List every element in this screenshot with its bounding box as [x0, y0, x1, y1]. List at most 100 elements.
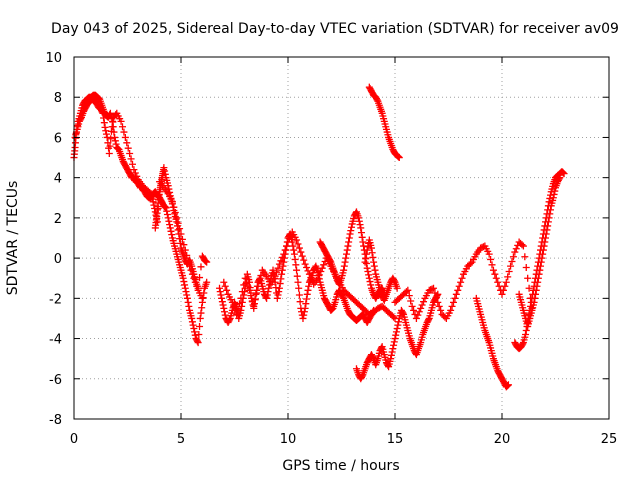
data-point — [363, 264, 371, 272]
data-point — [189, 321, 197, 329]
data-point — [107, 127, 115, 135]
data-point — [301, 304, 309, 312]
data-point — [278, 270, 286, 278]
data-point — [245, 286, 253, 294]
data-point — [543, 226, 551, 234]
data-point — [551, 187, 559, 195]
data-point — [434, 298, 442, 306]
data-point — [195, 331, 203, 339]
data-point — [507, 262, 515, 270]
data-point — [181, 281, 189, 289]
data-point — [393, 325, 401, 332]
data-point — [519, 340, 527, 348]
data-point — [190, 325, 198, 332]
data-point — [492, 274, 500, 282]
data-point — [395, 153, 403, 161]
data-point — [102, 130, 110, 138]
data-point — [367, 281, 375, 289]
axis-ticks — [73, 56, 610, 420]
data-point — [183, 294, 191, 302]
data-point — [249, 301, 257, 309]
data-point — [449, 298, 457, 306]
data-point — [161, 167, 169, 175]
data-point — [303, 295, 311, 303]
data-point — [399, 309, 407, 317]
data-point — [504, 381, 512, 389]
data-point — [182, 288, 190, 296]
data-point — [133, 172, 141, 180]
data-point — [533, 282, 541, 290]
data-point — [394, 321, 402, 329]
data-point — [223, 286, 231, 294]
data-point — [532, 286, 540, 294]
data-point — [344, 242, 352, 250]
data-point — [126, 150, 134, 158]
data-point — [455, 282, 463, 290]
data-point — [437, 306, 445, 314]
data-point — [175, 230, 183, 238]
data-point — [448, 302, 456, 310]
data-point — [237, 294, 245, 302]
data-point — [230, 302, 238, 310]
data-point — [457, 278, 465, 286]
data-point — [295, 291, 303, 299]
data-point — [165, 217, 173, 225]
data-point — [539, 250, 547, 258]
data-point — [221, 308, 229, 316]
data-point — [161, 203, 169, 211]
data-point — [161, 202, 169, 210]
data-point — [111, 137, 119, 145]
data-point — [119, 123, 127, 131]
data-point — [203, 278, 211, 286]
chart-title: Day 043 of 2025, Sidereal Day-to-day VTE… — [51, 21, 619, 37]
data-point — [547, 206, 555, 214]
data-point — [504, 381, 512, 389]
data-point — [502, 278, 510, 286]
data-point — [491, 270, 499, 278]
data-point — [77, 115, 85, 123]
data-point — [556, 174, 564, 182]
data-point — [402, 288, 410, 296]
data-point — [272, 284, 280, 292]
data-point — [263, 294, 271, 302]
data-point — [532, 290, 540, 298]
data-point — [356, 221, 364, 229]
y-tick-label: 6 — [54, 131, 62, 146]
data-point — [342, 250, 350, 258]
data-point — [102, 127, 110, 135]
data-point — [174, 226, 182, 234]
series-evening-rise-b — [515, 174, 564, 330]
data-point — [392, 331, 400, 339]
data-point — [395, 318, 403, 326]
data-point — [290, 250, 298, 258]
data-point — [123, 139, 131, 147]
y-tick-labels: -8 -6 -4 -2 0 2 4 6 8 10 — [45, 51, 62, 428]
plot-frame — [73, 56, 610, 420]
data-point — [340, 266, 348, 274]
data-point — [390, 277, 398, 285]
data-point — [559, 168, 567, 176]
data-point — [508, 257, 516, 265]
data-point — [203, 258, 211, 266]
data-point — [370, 258, 378, 266]
data-point — [300, 311, 308, 319]
data-point — [169, 203, 177, 211]
data-point — [111, 133, 119, 141]
series-late-morning-up — [316, 208, 388, 302]
data-point — [387, 351, 395, 359]
data-point — [540, 242, 548, 250]
data-point — [498, 290, 506, 298]
data-point — [499, 286, 507, 294]
data-point — [293, 236, 301, 244]
data-point — [300, 308, 308, 316]
data-point — [301, 260, 309, 268]
data-point — [408, 302, 416, 310]
data-point — [458, 274, 466, 282]
data-point — [394, 152, 402, 160]
data-point — [275, 260, 283, 268]
data-point — [280, 250, 288, 258]
data-point — [196, 322, 204, 330]
data-point — [184, 298, 192, 306]
data-point — [339, 293, 347, 301]
data-point — [346, 230, 354, 238]
